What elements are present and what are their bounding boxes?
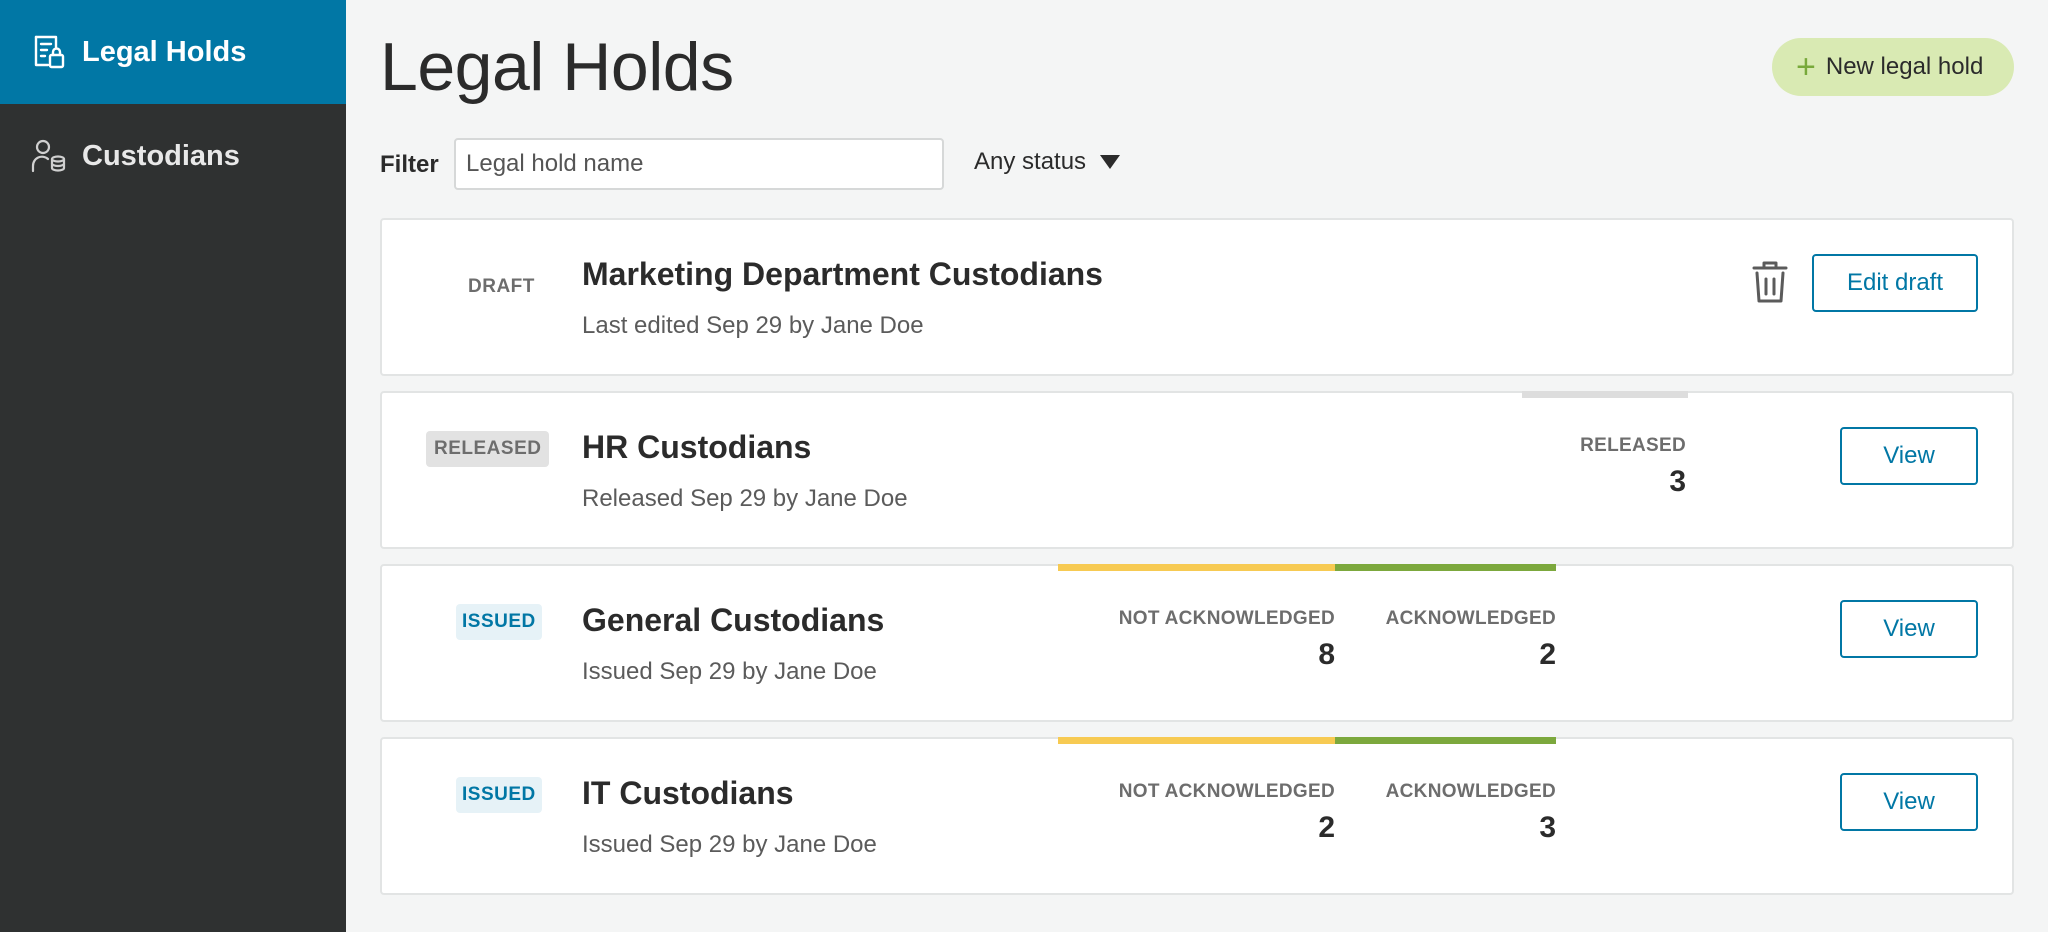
status-badge: RELEASED <box>426 431 550 467</box>
trash-icon[interactable] <box>1750 260 1790 304</box>
legal-hold-card-draft: DRAFT Marketing Department Custodians La… <box>380 218 2014 376</box>
main-content: Legal Holds + New legal hold Filter Any … <box>346 0 2048 932</box>
not-acknowledged-stat: NOT ACKNOWLEDGED 8 <box>1119 608 1335 672</box>
view-button[interactable]: View <box>1840 773 1978 831</box>
stat-value: 3 <box>1539 811 1556 844</box>
legal-hold-name-filter-input[interactable] <box>454 138 944 190</box>
stat-value: 8 <box>1318 638 1335 671</box>
legal-hold-card-released: RELEASED HR Custodians Released Sep 29 b… <box>380 391 2014 549</box>
acknowledged-stat: ACKNOWLEDGED 2 <box>1386 608 1556 672</box>
released-bar <box>1522 391 1688 398</box>
stat-value: 2 <box>1318 811 1335 844</box>
status-filter-dropdown[interactable]: Any status <box>974 148 1121 176</box>
released-stat: RELEASED 3 <box>1580 435 1686 499</box>
sidebar-item-label: Legal Holds <box>82 35 247 68</box>
legal-hold-title[interactable]: IT Custodians <box>582 775 794 811</box>
view-button[interactable]: View <box>1840 600 1978 658</box>
stat-value: 3 <box>1669 465 1686 498</box>
sidebar-item-label: Custodians <box>82 139 240 172</box>
caret-down-icon <box>1100 155 1121 169</box>
legal-hold-subtitle: Issued Sep 29 by Jane Doe <box>582 831 877 858</box>
custodians-icon <box>30 137 68 175</box>
legal-hold-title[interactable]: General Custodians <box>582 602 885 638</box>
sidebar: Legal Holds Custodians <box>0 0 346 932</box>
page-title: Legal Holds <box>380 29 734 105</box>
stat-label: ACKNOWLEDGED <box>1385 608 1556 629</box>
legal-hold-subtitle: Issued Sep 29 by Jane Doe <box>582 658 877 685</box>
new-legal-hold-button[interactable]: + New legal hold <box>1772 38 2014 96</box>
sidebar-item-custodians[interactable]: Custodians <box>0 104 346 208</box>
stat-label: NOT ACKNOWLEDGED <box>1118 781 1335 802</box>
status-filter-value: Any status <box>974 148 1087 175</box>
stat-label: NOT ACKNOWLEDGED <box>1118 608 1335 629</box>
legal-hold-title[interactable]: Marketing Department Custodians <box>582 256 1103 292</box>
plus-icon: + <box>1796 48 1816 86</box>
acknowledged-stat: ACKNOWLEDGED 3 <box>1386 781 1556 845</box>
status-badge: DRAFT <box>468 276 535 297</box>
legal-hold-subtitle: Last edited Sep 29 by Jane Doe <box>582 312 924 339</box>
stat-label: ACKNOWLEDGED <box>1385 781 1556 802</box>
new-legal-hold-label: New legal hold <box>1825 53 1984 80</box>
legal-holds-icon <box>30 33 68 71</box>
filter-label: Filter <box>380 151 439 178</box>
legal-hold-title[interactable]: HR Custodians <box>582 429 812 465</box>
edit-draft-button[interactable]: Edit draft <box>1812 254 1978 312</box>
status-badge: ISSUED <box>456 604 542 640</box>
status-badge: ISSUED <box>456 777 542 813</box>
stat-label: RELEASED <box>1580 435 1686 456</box>
acknowledged-bar <box>1335 564 1556 571</box>
not-acknowledged-bar <box>1058 564 1335 571</box>
sidebar-item-legal-holds[interactable]: Legal Holds <box>0 0 346 104</box>
legal-hold-card-issued: ISSUED General Custodians Issued Sep 29 … <box>380 564 2014 722</box>
legal-hold-card-issued: ISSUED IT Custodians Issued Sep 29 by Ja… <box>380 737 2014 895</box>
view-button[interactable]: View <box>1840 427 1978 485</box>
acknowledged-bar <box>1335 737 1556 744</box>
stat-value: 2 <box>1539 638 1556 671</box>
not-acknowledged-bar <box>1058 737 1335 744</box>
legal-hold-subtitle: Released Sep 29 by Jane Doe <box>582 485 908 512</box>
not-acknowledged-stat: NOT ACKNOWLEDGED 2 <box>1119 781 1335 845</box>
